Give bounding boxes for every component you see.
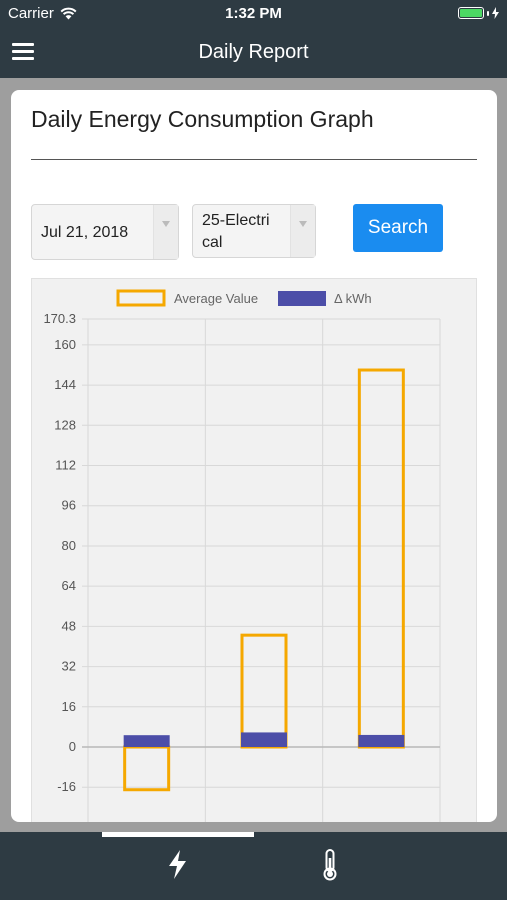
status-time: 1:32 PM: [225, 5, 282, 22]
lightning-icon: [169, 850, 186, 879]
energy-chart: 170.31601441281129680644832160-16-32Aver…: [31, 278, 477, 822]
meter-select[interactable]: 25-Electri cal: [192, 204, 316, 258]
battery-indicator: [458, 7, 499, 19]
y-tick-label: 48: [62, 618, 76, 633]
thermometer-icon: [323, 849, 337, 881]
legend-label-delta: Δ kWh: [334, 291, 372, 306]
meter-select-arrow: [290, 205, 315, 257]
chevron-down-icon: [162, 221, 170, 227]
y-tick-label: -32: [57, 819, 76, 822]
y-tick-label: -16: [57, 779, 76, 794]
y-tick-label: 16: [62, 699, 76, 714]
y-tick-label: 96: [62, 498, 76, 513]
tab-temperature[interactable]: [310, 844, 350, 884]
legend-swatch-average: [116, 289, 166, 307]
report-card: Daily Energy Consumption Graph Jul 21, 2…: [11, 90, 497, 822]
bar-delta-kwh: [358, 734, 405, 747]
page-title: Daily Report: [198, 41, 309, 63]
bar-delta-kwh: [241, 732, 287, 747]
search-button[interactable]: Search: [353, 204, 443, 252]
chevron-down-icon: [299, 221, 307, 227]
carrier-label: Carrier: [8, 5, 54, 22]
title-divider: [31, 159, 477, 160]
meter-select-value-line1: 25-Electri: [202, 212, 270, 229]
y-tick-label: 144: [54, 377, 76, 392]
y-tick-label: 160: [54, 337, 76, 352]
bar-average-value: [357, 368, 405, 749]
tab-bar: [0, 832, 507, 900]
chart-svg: 170.31601441281129680644832160-16-32Aver…: [43, 289, 441, 822]
date-select-value: Jul 21, 2018: [41, 224, 129, 241]
bar-average-value: [123, 745, 171, 792]
date-select[interactable]: Jul 21, 2018: [31, 204, 179, 260]
y-tick-label: 170.3: [43, 311, 76, 326]
date-select-arrow: [153, 205, 178, 259]
active-tab-indicator: [102, 832, 254, 837]
legend-swatch-delta: [278, 291, 326, 306]
status-bar: Carrier 1:32 PM: [0, 0, 507, 28]
y-tick-label: 128: [54, 417, 76, 432]
hamburger-menu-icon[interactable]: [12, 43, 34, 61]
wifi-icon: [60, 7, 77, 20]
bar-delta-kwh: [123, 735, 170, 747]
card-title: Daily Energy Consumption Graph: [31, 106, 374, 132]
carrier-info: Carrier: [8, 5, 77, 22]
y-tick-label: 112: [55, 458, 76, 473]
y-tick-label: 32: [62, 659, 76, 674]
y-tick-label: 64: [62, 578, 76, 593]
charging-icon: [492, 7, 499, 19]
navigation-bar: Daily Report: [0, 28, 507, 78]
y-tick-label: 0: [69, 739, 76, 754]
legend-label-average: Average Value: [174, 291, 258, 306]
y-tick-label: 80: [62, 538, 76, 553]
battery-icon: [458, 7, 484, 19]
tab-energy[interactable]: [158, 844, 198, 884]
meter-select-value-line2: cal: [202, 234, 223, 251]
bar-average-value: [240, 633, 288, 749]
